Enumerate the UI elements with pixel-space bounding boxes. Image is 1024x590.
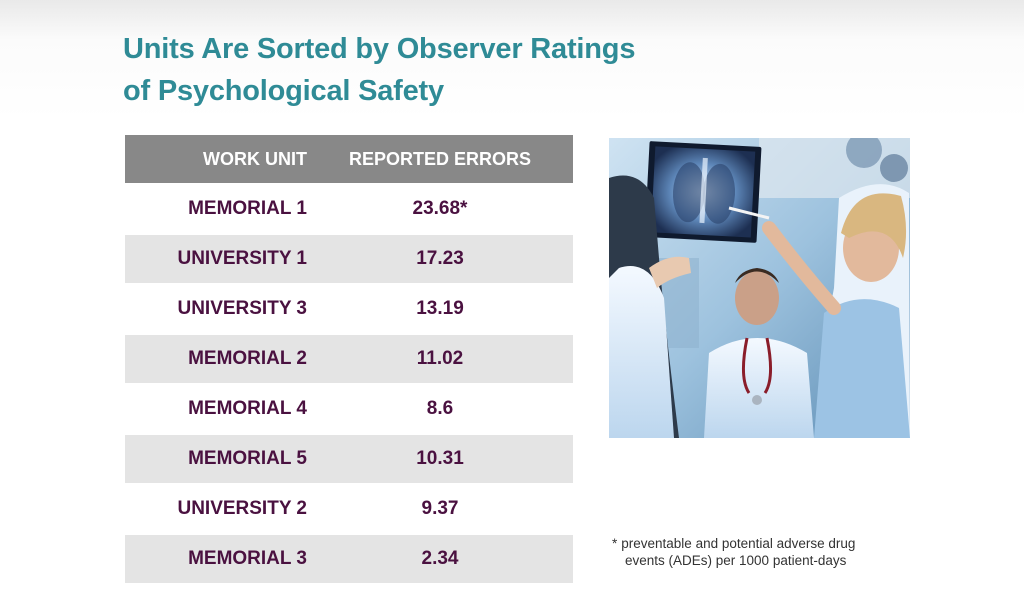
errors-table: WORK UNIT REPORTED ERRORS MEMORIAL 1 23.… (125, 135, 573, 583)
table-row: UNIVERSITY 1 17.23 (125, 235, 573, 283)
table-row: MEMORIAL 3 2.34 (125, 535, 573, 583)
clinicians-xray-photo (609, 138, 910, 438)
footnote-line-2: events (ADEs) per 1000 patient-days (625, 553, 847, 568)
cell-reported-errors: 17.23 (416, 248, 464, 269)
clinicians-xray-illustration (609, 138, 910, 438)
table-header: WORK UNIT REPORTED ERRORS (125, 135, 573, 183)
cell-reported-errors: 2.34 (421, 548, 459, 569)
footnote-line-1: preventable and potential adverse drug (621, 536, 856, 551)
cell-work-unit: MEMORIAL 1 (188, 198, 307, 219)
footnote-asterisk: * (612, 536, 618, 551)
table-row: MEMORIAL 4 8.6 (125, 385, 573, 433)
table-row: MEMORIAL 2 11.02 (125, 335, 573, 383)
header-work-unit: WORK UNIT (203, 148, 307, 169)
cell-work-unit: UNIVERSITY 2 (177, 498, 307, 519)
slide-title-line-1: Units Are Sorted by Observer Ratings (123, 33, 636, 65)
table-row: UNIVERSITY 3 13.19 (125, 285, 573, 333)
cell-reported-errors: 23.68* (412, 198, 468, 219)
cell-reported-errors: 8.6 (426, 398, 454, 419)
table-row: MEMORIAL 5 10.31 (125, 435, 573, 483)
cell-reported-errors: 13.19 (416, 298, 464, 319)
cell-work-unit: UNIVERSITY 3 (177, 298, 307, 319)
cell-reported-errors: 9.37 (421, 498, 459, 519)
header-reported-errors: REPORTED ERRORS (348, 148, 532, 169)
slide-title: Units Are Sorted by Observer Ratings of … (123, 28, 635, 112)
cell-work-unit: UNIVERSITY 1 (177, 248, 307, 269)
slide-title-line-2: of Psychological Safety (123, 75, 444, 107)
table-row: UNIVERSITY 2 9.37 (125, 485, 573, 533)
cell-work-unit: MEMORIAL 3 (188, 548, 307, 569)
cell-work-unit: MEMORIAL 5 (188, 448, 307, 469)
cell-reported-errors: 11.02 (416, 348, 464, 369)
cell-work-unit: MEMORIAL 2 (188, 348, 307, 369)
cell-work-unit: MEMORIAL 4 (188, 398, 307, 419)
table-row: MEMORIAL 1 23.68* (125, 185, 573, 233)
cell-reported-errors: 10.31 (416, 448, 464, 469)
footnote: * preventable and potential adverse drug … (612, 535, 912, 569)
